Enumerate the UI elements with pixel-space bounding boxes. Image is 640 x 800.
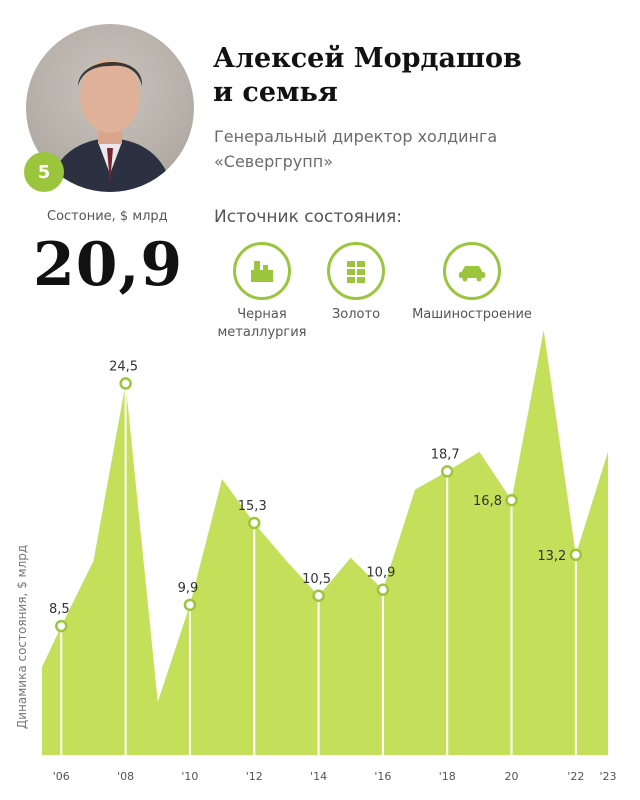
x-tick-label: '06 xyxy=(53,770,70,783)
x-tick-label: '18 xyxy=(439,770,456,783)
name-line-2: и семья xyxy=(213,77,338,108)
x-tick-label: '08 xyxy=(117,770,134,783)
source-label: Золото xyxy=(331,307,381,322)
role-line-2: «Севергрупп» xyxy=(214,152,333,171)
wealth-label: Состоние, $ млрд xyxy=(47,209,168,224)
x-tick-label: '16 xyxy=(374,770,391,783)
x-tick-label: '22 xyxy=(567,770,584,783)
x-tick-label: '14 xyxy=(310,770,327,783)
data-label: 9,9 xyxy=(178,581,199,596)
person-silhouette-icon xyxy=(46,59,174,192)
area-series xyxy=(42,330,608,755)
car-icon xyxy=(443,242,501,300)
data-point xyxy=(376,583,390,596)
data-point xyxy=(505,493,518,507)
data-point xyxy=(440,465,454,478)
x-tick-label: 20 xyxy=(505,770,519,783)
data-point xyxy=(248,516,261,530)
source-item-gold: Золото xyxy=(316,242,396,324)
person-name: Алексей Мордашов и семья xyxy=(213,42,522,110)
wealth-value: 20,9 xyxy=(33,230,184,300)
source-item-metallurgy: Черная металлургия xyxy=(214,242,310,342)
x-tick-label: '23 xyxy=(599,770,616,783)
y-axis-label: Динамика состояния, $ млрд xyxy=(15,544,29,730)
source-item-machinery: Машиностроение xyxy=(404,242,540,324)
data-label: 15,3 xyxy=(238,499,267,514)
source-label-line-1: Черная xyxy=(237,307,287,322)
factory-icon xyxy=(233,242,291,300)
data-point xyxy=(183,598,197,612)
data-point xyxy=(312,589,325,602)
source-label-line-2: металлургия xyxy=(217,325,307,340)
data-label: 18,7 xyxy=(431,447,460,462)
x-tick-label: '10 xyxy=(181,770,198,783)
data-label: 24,5 xyxy=(109,359,138,374)
data-label: 10,9 xyxy=(366,566,395,581)
name-line-1: Алексей Мордашов xyxy=(213,43,522,74)
data-point xyxy=(569,548,583,562)
x-tick-label: '12 xyxy=(246,770,263,783)
rank-badge: 5 xyxy=(24,152,64,192)
role-line-1: Генеральный директор холдинга xyxy=(214,127,498,146)
data-point xyxy=(55,619,68,633)
sources-title: Источник состояния: xyxy=(214,207,402,227)
data-label: 16,8 xyxy=(473,494,502,509)
data-label: 8,5 xyxy=(49,602,70,617)
person-role: Генеральный директор холдинга «Севергруп… xyxy=(214,124,604,174)
data-label: 10,5 xyxy=(302,572,331,587)
data-label: 13,2 xyxy=(537,549,566,564)
source-label: Машиностроение xyxy=(412,307,532,322)
data-point xyxy=(119,377,132,390)
gold-bars-icon xyxy=(327,242,385,300)
